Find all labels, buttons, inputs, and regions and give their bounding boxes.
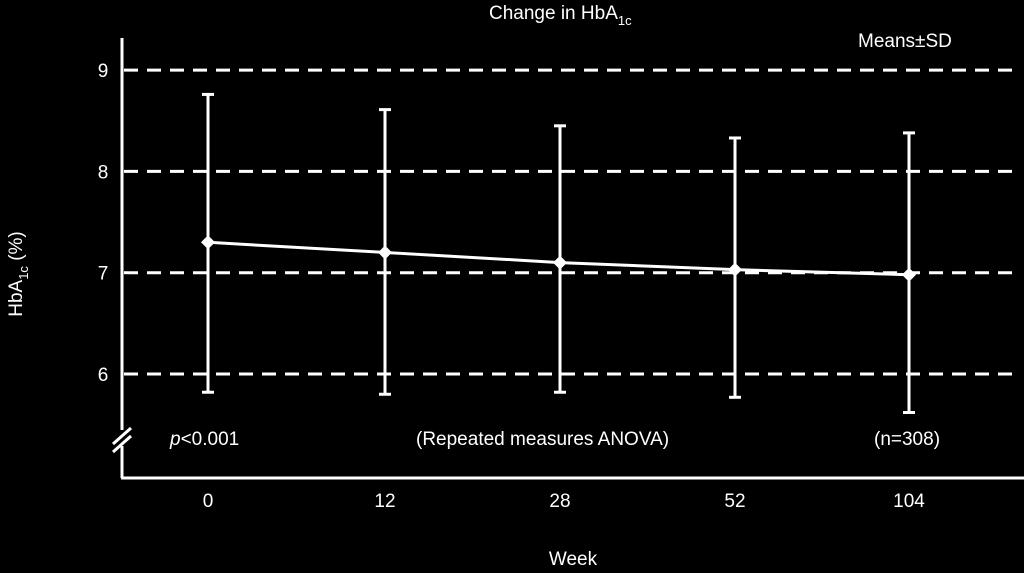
n-annotation: (n=308) — [874, 429, 940, 450]
legend-note: Means±SD — [858, 31, 952, 52]
data-point-0 — [201, 235, 215, 250]
data-point-104 — [902, 267, 916, 282]
y-tick-label-7: 7 — [98, 264, 109, 285]
x-tick-label-0: 0 — [203, 491, 214, 512]
axis-break-mark-2 — [112, 434, 132, 454]
y-tick-label-6: 6 — [98, 365, 109, 386]
axis-break-mark-1 — [112, 426, 132, 446]
x-tick-label-28: 28 — [549, 491, 570, 512]
chart-title: Change in HbA1c — [489, 3, 632, 28]
data-point-28 — [553, 255, 567, 270]
data-point-12 — [378, 245, 392, 260]
x-axis-title: Week — [549, 549, 598, 570]
y-tick-label-9: 9 — [98, 61, 109, 82]
x-tick-label-12: 12 — [374, 491, 395, 512]
y-tick-labels: 6 7 8 9 — [98, 61, 109, 386]
x-tick-labels: 0 12 28 52 104 — [203, 491, 926, 512]
y-axis-title: HbA1c (%) — [6, 231, 31, 317]
x-tick-label-52: 52 — [724, 491, 745, 512]
series-mean — [201, 235, 916, 282]
p-value-annotation: p<0.001 — [169, 429, 239, 450]
data-point-52 — [728, 262, 742, 277]
y-tick-label-8: 8 — [98, 162, 109, 183]
x-tick-label-104: 104 — [893, 491, 925, 512]
test-annotation: (Repeated measures ANOVA) — [416, 429, 669, 450]
